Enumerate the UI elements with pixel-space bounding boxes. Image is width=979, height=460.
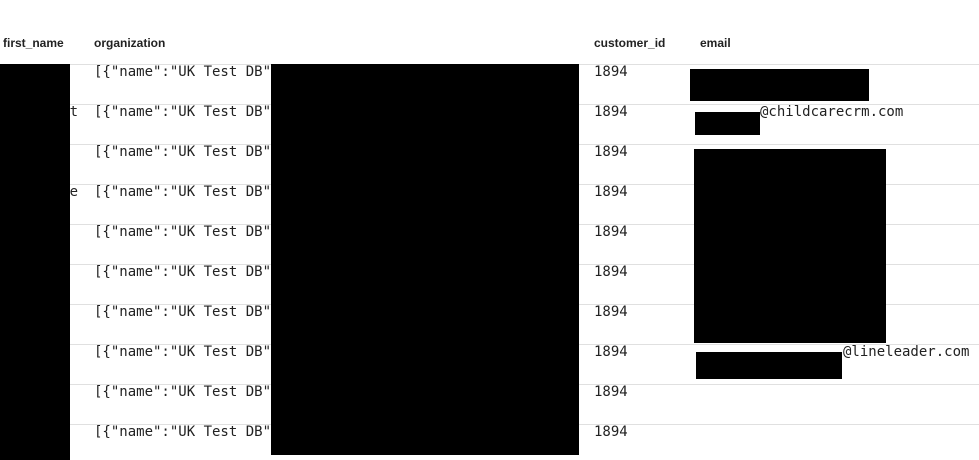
redaction: [695, 112, 760, 135]
header-organization: organization: [94, 36, 166, 50]
redaction: [690, 69, 869, 101]
organization-cell: [{"name":"UK Test DB": [94, 264, 272, 280]
customer-id-cell: 1894: [594, 64, 628, 80]
organization-cell: [{"name":"UK Test DB": [94, 144, 272, 160]
customer-id-cell: 1894: [594, 344, 628, 360]
organization-cell: [{"name":"UK Test DB": [94, 64, 272, 80]
organization-cell: [{"name":"UK Test DB": [94, 304, 272, 320]
header-email: email: [700, 36, 731, 50]
redaction: [696, 352, 842, 379]
customer-id-cell: 1894: [594, 224, 628, 240]
header-customer-id: customer_id: [594, 36, 666, 50]
organization-cell: [{"name":"UK Test DB": [94, 224, 272, 240]
header-first-name: first_name: [3, 36, 64, 50]
organization-cell: [{"name":"UK Test DB": [94, 424, 272, 440]
customer-id-cell: 1894: [594, 144, 628, 160]
redaction: [0, 64, 70, 460]
customer-id-cell: 1894: [594, 304, 628, 320]
customer-id-cell: 1894: [594, 104, 628, 120]
customer-id-cell: 1894: [594, 424, 628, 440]
organization-cell: [{"name":"UK Test DB": [94, 184, 272, 200]
organization-cell: [{"name":"UK Test DB": [94, 104, 272, 120]
customer-id-cell: 1894: [594, 384, 628, 400]
email-cell: @lineleader.com: [843, 344, 970, 360]
redaction: [271, 64, 579, 455]
redaction: [694, 149, 886, 343]
customer-id-cell: 1894: [594, 184, 628, 200]
first-name-cell: e: [69, 184, 78, 200]
organization-cell: [{"name":"UK Test DB": [94, 384, 272, 400]
email-cell: @childcarecrm.com: [760, 104, 904, 120]
customer-id-cell: 1894: [594, 264, 628, 280]
organization-cell: [{"name":"UK Test DB": [94, 344, 272, 360]
first-name-cell: t: [69, 104, 78, 120]
